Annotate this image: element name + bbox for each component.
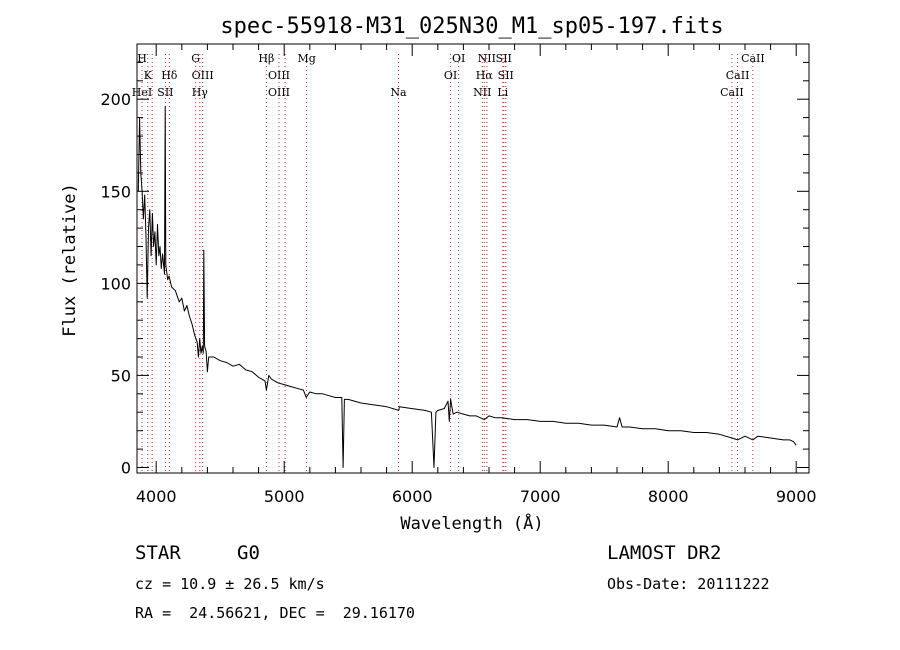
line-label: SII [496,52,512,65]
object-class: STAR [135,542,181,564]
line-label: Na [390,86,407,99]
line-label: CaII [720,86,744,99]
line-label: CaII [726,69,750,82]
y-tick-label: 0 [121,459,131,478]
x-tick-label: 8000 [648,487,689,506]
line-label: OI [444,69,457,82]
line-label: SII [498,69,514,82]
x-tick-label: 9000 [776,487,817,506]
y-axis-label: Flux (relative) [60,183,80,337]
line-label: H [137,52,147,65]
line-label: Mg [297,52,315,65]
line-label: OI [452,52,465,65]
obs-date-text: Obs-Date: 20111222 [607,575,770,593]
spectrum-series [137,106,797,468]
line-label: Li [497,86,508,99]
coordinates-text: RA = 24.56621, DEC = 29.16170 [135,604,415,622]
line-label: Hγ [192,86,209,99]
tick-layer: 4000 5000 6000 7000 8000 9000 0 50 100 150 200 [100,44,817,506]
y-tick-label: 150 [100,182,131,201]
line-label: OIII [192,69,214,82]
survey-name: LAMOST DR2 [607,542,722,564]
y-tick-label: 50 [111,366,131,385]
x-tick-label: 6000 [392,487,433,506]
x-tick-label: 4000 [136,487,177,506]
line-label: SII [157,86,173,99]
line-label: G [191,52,200,65]
line-label: OIII [268,69,290,82]
object-subclass: G0 [237,542,260,564]
line-label: OIII [268,86,290,99]
line-label: NII [473,86,491,99]
x-tick-label: 7000 [520,487,561,506]
line-marker-layer [141,54,754,473]
line-label: Hα [476,69,494,82]
plot-frame [136,43,810,474]
spectrum-layer [137,106,797,468]
redshift-text: cz = 10.9 ± 26.5 km/s [135,575,325,593]
line-label: CaII [741,52,765,65]
x-tick-label: 5000 [264,487,305,506]
y-tick-label: 200 [100,90,131,109]
chart-title: spec-55918-M31_025N30_M1_sp05-197.fits [220,14,723,39]
x-axis-label: Wavelength (Å) [400,512,543,534]
line-label: Hδ [161,69,178,82]
line-label: HeI [132,86,152,99]
line-label: K [144,69,153,82]
line-label: Hβ [258,52,274,65]
line-label: NII [478,52,496,65]
y-tick-label: 100 [100,274,131,293]
